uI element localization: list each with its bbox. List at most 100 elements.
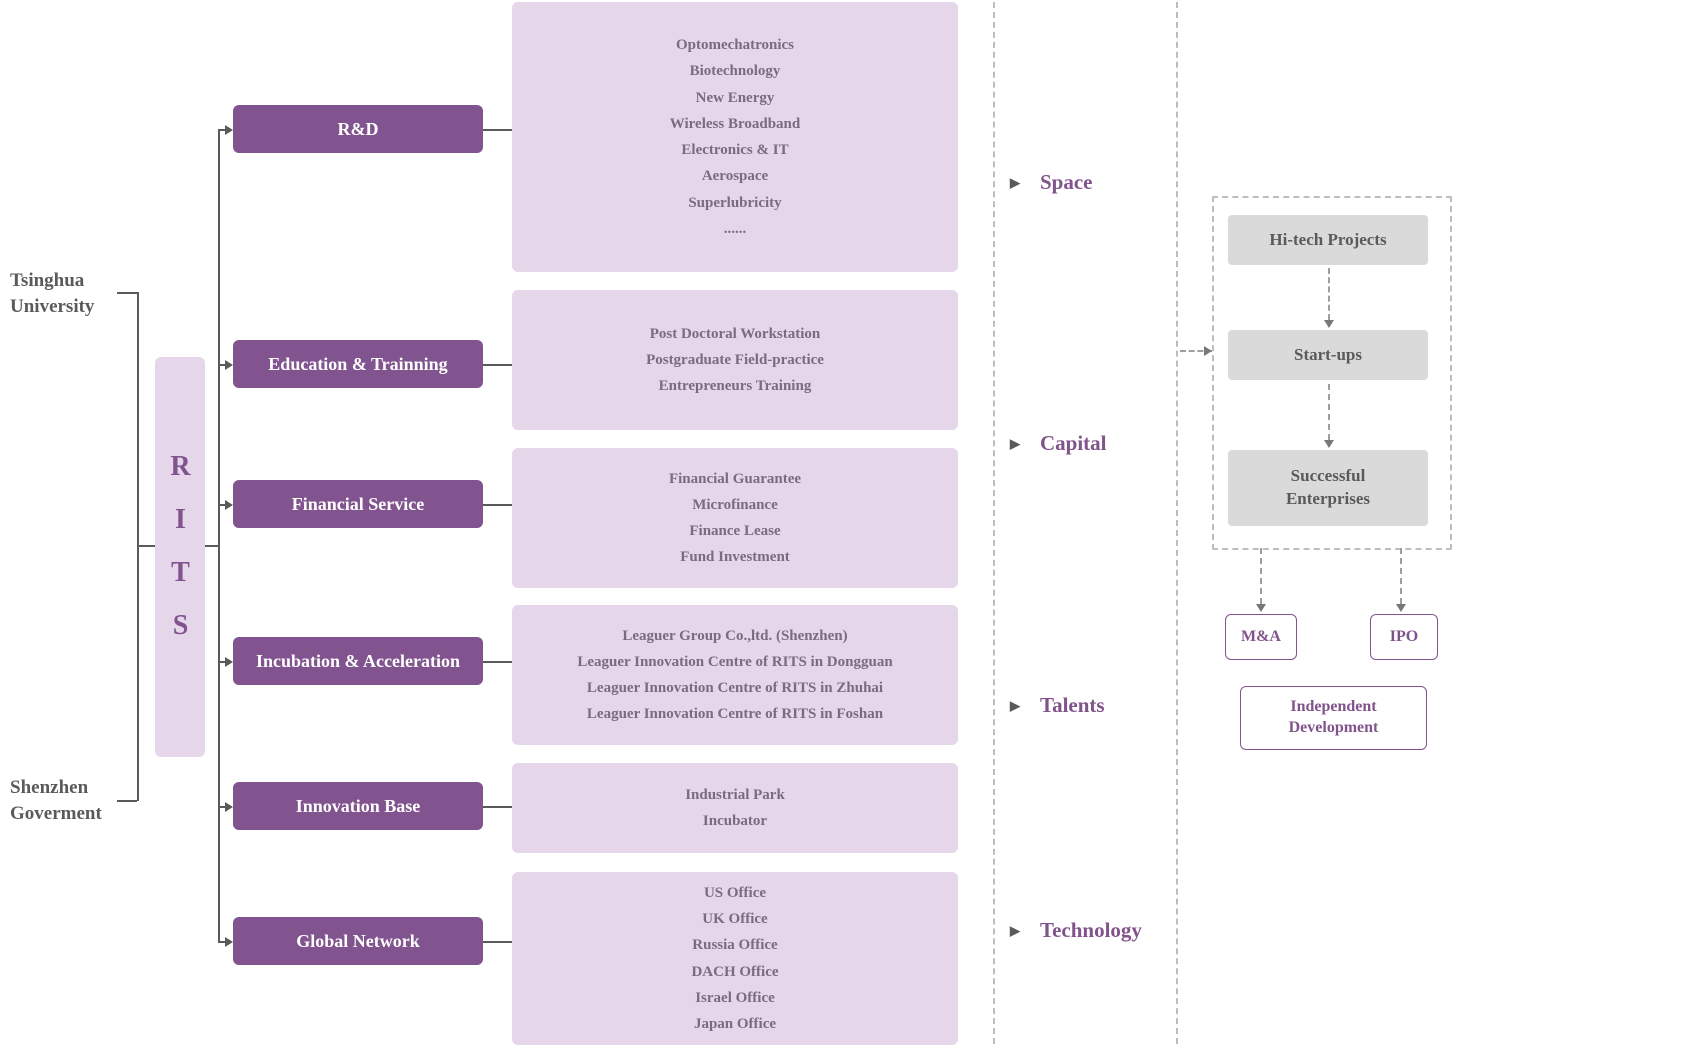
conn bbox=[218, 129, 225, 131]
detail-inc: Leaguer Group Co.,ltd. (Shenzhen)Leaguer… bbox=[512, 605, 958, 745]
result-ipo: IPO bbox=[1370, 614, 1438, 660]
detail-item: Postgraduate Field-practice bbox=[646, 347, 824, 373]
pillar-label: Capital bbox=[1040, 431, 1107, 456]
founder-top: Tsinghua University bbox=[10, 268, 94, 319]
category-edu: Education & Trainning bbox=[233, 340, 483, 388]
conn bbox=[117, 800, 137, 802]
outcome-startups: Start-ups bbox=[1228, 330, 1428, 380]
detail-item: Leaguer Innovation Centre of RITS in Fos… bbox=[587, 701, 883, 727]
conn bbox=[137, 545, 155, 547]
conn bbox=[483, 941, 512, 943]
detail-item: US Office bbox=[704, 880, 766, 906]
separator-2 bbox=[1176, 2, 1178, 1044]
detail-item: Incubator bbox=[703, 808, 767, 834]
arrow-icon bbox=[1256, 604, 1266, 612]
conn bbox=[218, 129, 220, 941]
result-ma: M&A bbox=[1225, 614, 1297, 660]
triangle-icon: ▶ bbox=[1010, 923, 1020, 939]
detail-item: Finance Lease bbox=[689, 518, 780, 544]
outcome-hitech: Hi-tech Projects bbox=[1228, 215, 1428, 265]
conn bbox=[483, 364, 512, 366]
detail-item: Leaguer Group Co.,ltd. (Shenzhen) bbox=[622, 623, 847, 649]
pillar-technology: ▶ Technology bbox=[1010, 918, 1142, 943]
conn-dash bbox=[1400, 548, 1402, 604]
outcome-succ: SuccessfulEnterprises bbox=[1228, 450, 1428, 526]
conn-dash bbox=[1260, 548, 1262, 604]
pillar-label: Talents bbox=[1040, 693, 1105, 718]
conn-dash bbox=[1328, 268, 1330, 320]
detail-global: US OfficeUK OfficeRussia OfficeDACH Offi… bbox=[512, 872, 958, 1045]
detail-item: Russia Office bbox=[692, 932, 777, 958]
founder-bottom-l2: Goverment bbox=[10, 803, 102, 824]
category-label: Global Network bbox=[296, 931, 420, 952]
arrow-icon bbox=[225, 937, 233, 947]
detail-item: Optomechatronics bbox=[676, 32, 794, 58]
conn-dash bbox=[1328, 384, 1330, 440]
detail-edu: Post Doctoral WorkstationPostgraduate Fi… bbox=[512, 290, 958, 430]
category-label: Education & Trainning bbox=[268, 354, 447, 375]
arrow-icon bbox=[1396, 604, 1406, 612]
rits-box: RITS bbox=[155, 357, 205, 757]
arrow-icon bbox=[1204, 346, 1212, 356]
conn bbox=[218, 504, 225, 506]
arrow-icon bbox=[1324, 440, 1334, 448]
detail-rd: OptomechatronicsBiotechnologyNew EnergyW… bbox=[512, 2, 958, 272]
category-inc: Incubation & Acceleration bbox=[233, 637, 483, 685]
pillar-capital: ▶ Capital bbox=[1010, 431, 1107, 456]
arrow-icon bbox=[1324, 320, 1334, 328]
pillar-talents: ▶ Talents bbox=[1010, 693, 1105, 718]
triangle-icon: ▶ bbox=[1010, 436, 1020, 452]
arrow-icon bbox=[225, 657, 233, 667]
conn bbox=[137, 292, 139, 801]
result-ind: IndependentDevelopment bbox=[1240, 686, 1427, 750]
detail-item: Entrepreneurs Training bbox=[659, 373, 812, 399]
detail-item: Wireless Broadband bbox=[670, 111, 800, 137]
detail-item: Biotechnology bbox=[690, 58, 781, 84]
conn bbox=[483, 806, 512, 808]
detail-item: Japan Office bbox=[694, 1011, 776, 1037]
detail-item: Electronics & IT bbox=[681, 137, 788, 163]
detail-item: Leaguer Innovation Centre of RITS in Don… bbox=[577, 649, 892, 675]
arrow-icon bbox=[225, 500, 233, 510]
founder-top-l1: Tsinghua bbox=[10, 270, 84, 291]
category-label: Innovation Base bbox=[296, 796, 421, 817]
category-base: Innovation Base bbox=[233, 782, 483, 830]
conn bbox=[483, 129, 512, 131]
detail-item: New Energy bbox=[696, 85, 775, 111]
founder-bottom-l1: Shenzhen bbox=[10, 777, 88, 798]
separator-1 bbox=[993, 2, 995, 1044]
detail-item: DACH Office bbox=[691, 959, 778, 985]
category-label: Financial Service bbox=[292, 494, 424, 515]
detail-base: Industrial ParkIncubator bbox=[512, 763, 958, 853]
detail-item: Israel Office bbox=[695, 985, 775, 1011]
detail-item: Industrial Park bbox=[685, 782, 785, 808]
conn bbox=[218, 806, 225, 808]
detail-item: Aerospace bbox=[702, 163, 768, 189]
rits-label: RITS bbox=[164, 451, 196, 663]
category-global: Global Network bbox=[233, 917, 483, 965]
triangle-icon: ▶ bbox=[1010, 175, 1020, 191]
category-fin: Financial Service bbox=[233, 480, 483, 528]
conn bbox=[483, 504, 512, 506]
detail-item: Financial Guarantee bbox=[669, 466, 801, 492]
arrow-icon bbox=[225, 802, 233, 812]
conn bbox=[483, 661, 512, 663]
category-label: Incubation & Acceleration bbox=[256, 651, 460, 672]
detail-item: Fund Investment bbox=[680, 544, 790, 570]
conn bbox=[218, 661, 225, 663]
conn bbox=[218, 941, 225, 943]
conn bbox=[117, 292, 137, 294]
detail-item: Post Doctoral Workstation bbox=[650, 321, 821, 347]
detail-item: ...... bbox=[724, 216, 747, 242]
arrow-icon bbox=[225, 125, 233, 135]
detail-fin: Financial GuaranteeMicrofinanceFinance L… bbox=[512, 448, 958, 588]
triangle-icon: ▶ bbox=[1010, 698, 1020, 714]
arrow-icon bbox=[225, 360, 233, 370]
pillar-label: Technology bbox=[1040, 918, 1142, 943]
category-rd: R&D bbox=[233, 105, 483, 153]
category-label: R&D bbox=[338, 119, 379, 140]
detail-item: Superlubricity bbox=[688, 190, 781, 216]
founder-top-l2: University bbox=[10, 296, 94, 317]
conn bbox=[205, 545, 218, 547]
pillar-space: ▶Space bbox=[1010, 170, 1093, 195]
